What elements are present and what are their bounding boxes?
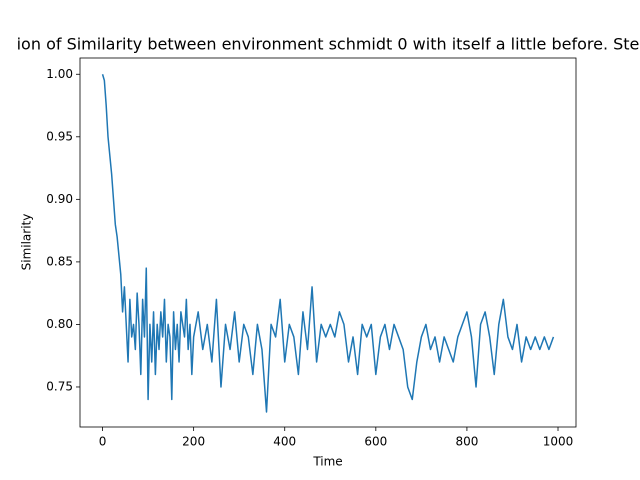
- y-tick-label: 0.95: [46, 129, 73, 143]
- x-tick-label: 400: [273, 435, 296, 449]
- plot-frame: [79, 57, 577, 428]
- y-axis-label: Similarity: [20, 214, 34, 271]
- y-tick-label: 1.00: [46, 67, 73, 81]
- y-tick-label: 0.80: [46, 317, 73, 331]
- x-tick-label: 800: [455, 435, 478, 449]
- x-tick-label: 1000: [543, 435, 574, 449]
- x-tick-label: 200: [182, 435, 205, 449]
- x-tick-label: 0: [99, 435, 107, 449]
- y-tick-label: 0.75: [46, 379, 73, 393]
- x-axis-label: Time: [312, 455, 342, 469]
- y-tick-label: 0.90: [46, 192, 73, 206]
- chart-title: ion of Similarity between environment sc…: [17, 35, 640, 54]
- x-tick-label: 600: [364, 435, 387, 449]
- y-tick-label: 0.85: [46, 254, 73, 268]
- data-line: [101, 74, 555, 413]
